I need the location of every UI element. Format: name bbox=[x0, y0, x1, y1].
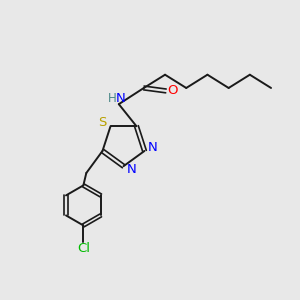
Text: N: N bbox=[148, 142, 157, 154]
Text: N: N bbox=[116, 92, 125, 105]
Text: N: N bbox=[127, 163, 136, 176]
Text: H: H bbox=[108, 92, 117, 105]
Text: S: S bbox=[98, 116, 107, 129]
Text: O: O bbox=[167, 84, 178, 98]
Text: Cl: Cl bbox=[77, 242, 90, 255]
